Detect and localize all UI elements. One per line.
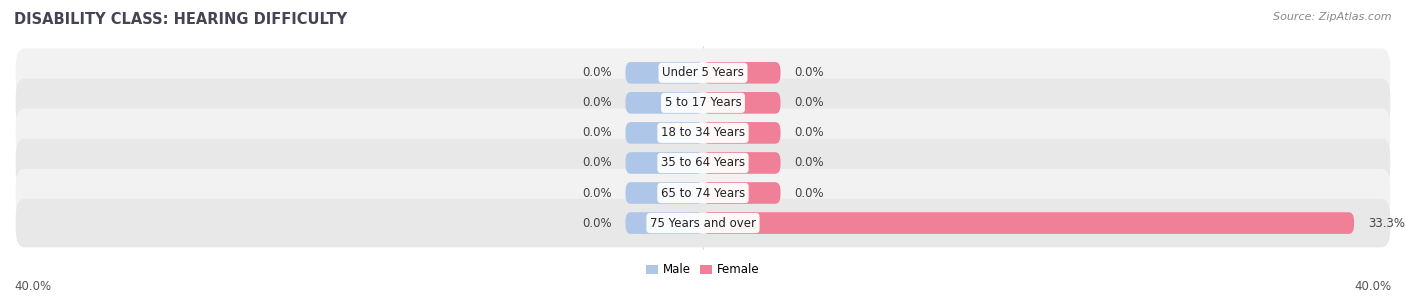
FancyBboxPatch shape xyxy=(703,182,780,204)
FancyBboxPatch shape xyxy=(15,78,1391,127)
FancyBboxPatch shape xyxy=(15,138,1391,187)
FancyBboxPatch shape xyxy=(703,92,780,114)
Text: 0.0%: 0.0% xyxy=(794,186,824,199)
FancyBboxPatch shape xyxy=(703,62,780,84)
Text: DISABILITY CLASS: HEARING DIFFICULTY: DISABILITY CLASS: HEARING DIFFICULTY xyxy=(14,12,347,27)
Text: 40.0%: 40.0% xyxy=(1355,280,1392,293)
Text: 0.0%: 0.0% xyxy=(794,96,824,109)
Text: 0.0%: 0.0% xyxy=(582,96,612,109)
Text: 0.0%: 0.0% xyxy=(794,66,824,79)
Text: 0.0%: 0.0% xyxy=(794,126,824,139)
Text: 40.0%: 40.0% xyxy=(14,280,51,293)
FancyBboxPatch shape xyxy=(626,212,703,234)
FancyBboxPatch shape xyxy=(15,109,1391,157)
Text: 0.0%: 0.0% xyxy=(582,156,612,170)
Legend: Male, Female: Male, Female xyxy=(641,259,765,281)
FancyBboxPatch shape xyxy=(703,152,780,174)
Text: 0.0%: 0.0% xyxy=(582,126,612,139)
FancyBboxPatch shape xyxy=(703,212,1354,234)
Text: 35 to 64 Years: 35 to 64 Years xyxy=(661,156,745,170)
Text: 0.0%: 0.0% xyxy=(582,66,612,79)
Text: 0.0%: 0.0% xyxy=(582,217,612,230)
Text: 65 to 74 Years: 65 to 74 Years xyxy=(661,186,745,199)
Text: 33.3%: 33.3% xyxy=(1368,217,1405,230)
Text: 18 to 34 Years: 18 to 34 Years xyxy=(661,126,745,139)
FancyBboxPatch shape xyxy=(15,199,1391,247)
Text: 0.0%: 0.0% xyxy=(582,186,612,199)
Text: 0.0%: 0.0% xyxy=(794,156,824,170)
FancyBboxPatch shape xyxy=(15,48,1391,97)
FancyBboxPatch shape xyxy=(703,122,780,144)
FancyBboxPatch shape xyxy=(15,169,1391,217)
FancyBboxPatch shape xyxy=(626,62,703,84)
FancyBboxPatch shape xyxy=(626,152,703,174)
FancyBboxPatch shape xyxy=(626,92,703,114)
Text: Source: ZipAtlas.com: Source: ZipAtlas.com xyxy=(1274,12,1392,22)
Text: Under 5 Years: Under 5 Years xyxy=(662,66,744,79)
Text: 5 to 17 Years: 5 to 17 Years xyxy=(665,96,741,109)
Text: 75 Years and over: 75 Years and over xyxy=(650,217,756,230)
FancyBboxPatch shape xyxy=(626,122,703,144)
FancyBboxPatch shape xyxy=(626,182,703,204)
